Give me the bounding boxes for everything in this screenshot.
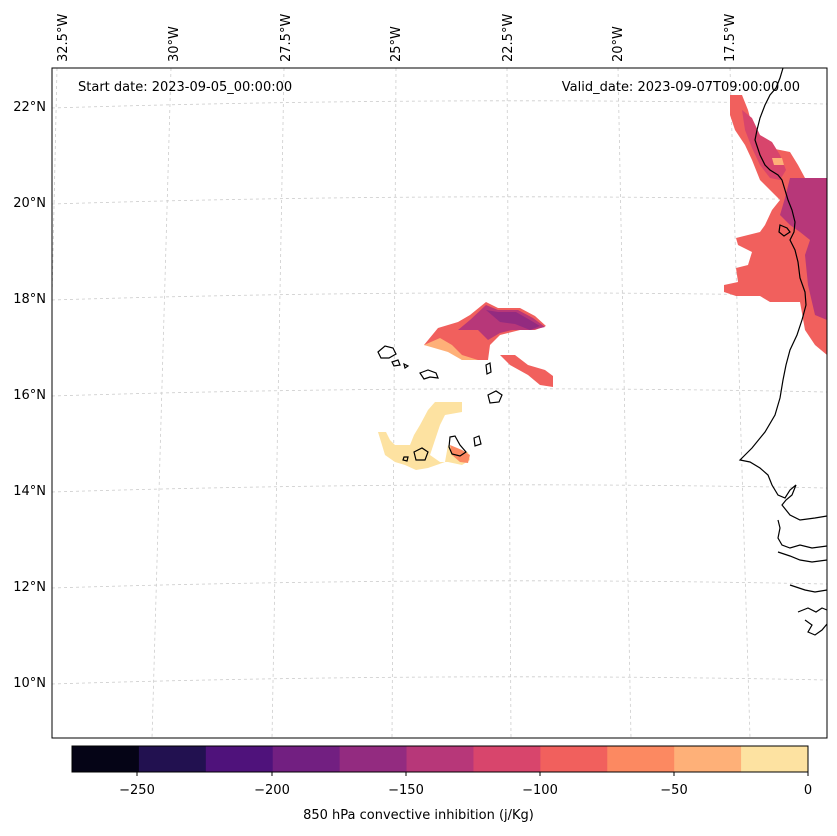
- contour-region-peach: [772, 158, 784, 165]
- colorbar-swatch: [205, 746, 274, 772]
- island-santiago: [448, 435, 467, 457]
- lat-label-12n: 12°N: [13, 580, 46, 595]
- colorbar-swatch: [272, 746, 341, 772]
- colorbar-swatch: [72, 746, 140, 772]
- parallel-10n: [51, 676, 828, 685]
- colorbar-swatch: [674, 746, 742, 772]
- colorbar-label: 850 hPa convective inhibition (j/Kg): [303, 808, 534, 823]
- parallel-16n: [51, 388, 828, 397]
- valid-date-label: Valid_date: 2023-09-07T09:00:00.00: [562, 80, 800, 95]
- graticule: [51, 67, 828, 739]
- colorbar-swatch: [138, 746, 207, 772]
- parallel-12n: [51, 580, 828, 589]
- island-maio: [473, 435, 482, 447]
- colorbar-swatch: [339, 746, 408, 772]
- meridian-27-5w: [271, 67, 285, 739]
- lon-label-17-5w: 17.5°W: [723, 14, 738, 62]
- colorbar-tick-50: −50: [660, 783, 687, 798]
- contour-region-orange: [724, 95, 827, 355]
- island-boa-vista: [487, 390, 503, 404]
- african-coastline: [738, 67, 828, 521]
- parallel-14n: [51, 484, 828, 493]
- island-fogo: [413, 447, 429, 461]
- lat-label-20n: 20°N: [13, 196, 46, 211]
- meridian-20w: [617, 67, 632, 739]
- colorbar-tick-0: 0: [804, 783, 812, 798]
- start-date-label: Start date: 2023-09-05_00:00:00: [78, 80, 292, 95]
- colorbar-swatch: [540, 746, 608, 772]
- colorbar-swatch: [607, 746, 675, 772]
- colorbar-tick-100: −100: [522, 783, 558, 798]
- island-sao-vicente: [391, 359, 401, 367]
- colorbar-swatch: [741, 746, 809, 772]
- map-panel: [51, 67, 828, 739]
- meridian-17-5w: [729, 67, 751, 739]
- colorbar-swatch: [473, 746, 541, 772]
- contour-region-tail: [500, 355, 553, 387]
- longitude-labels: 32.5°W 30°W 27.5°W 25°W 22.5°W 20°W 17.5…: [56, 14, 738, 62]
- contour-region-peach-north: [424, 338, 486, 360]
- coastline-detail-2: [777, 551, 828, 563]
- contour-region-cream-south: [378, 402, 470, 470]
- coastline-detail-4: [797, 607, 828, 613]
- colorbar-tick-200: −200: [254, 783, 290, 798]
- parallel-22n: [51, 100, 828, 109]
- contour-region-mid-north: [458, 305, 545, 340]
- coastline-detail-1: [777, 519, 828, 549]
- latitude-labels: 22°N 20°N 18°N 16°N 14°N 12°N 10°N: [13, 100, 46, 691]
- meridian-32-5w: [51, 67, 58, 301]
- coastlines: [377, 67, 828, 636]
- meridian-25w: [391, 67, 397, 739]
- lat-label-14n: 14°N: [13, 484, 46, 499]
- meridian-30w: [151, 67, 172, 739]
- lat-label-16n: 16°N: [13, 388, 46, 403]
- lon-label-25w: 25°W: [389, 26, 404, 62]
- contour-region-low-north: [486, 310, 540, 330]
- island-sal: [485, 362, 492, 375]
- lat-label-10n: 10°N: [13, 676, 46, 691]
- lon-label-22-5w: 22.5°W: [501, 14, 516, 62]
- map-frame: [51, 67, 828, 739]
- coastline-detail-5: [804, 619, 828, 636]
- contour-region-purple: [780, 178, 827, 320]
- lat-label-22n: 22°N: [13, 100, 46, 115]
- parallel-20n: [51, 196, 828, 205]
- colorbar-ticks: −250 −200 −150 −100 −50 0: [119, 783, 812, 798]
- lon-label-20w: 20°W: [611, 26, 626, 62]
- colorbar-border: [71, 745, 809, 773]
- colorbar: [71, 745, 809, 776]
- colorbar-tick-150: −150: [388, 783, 424, 798]
- lat-label-18n: 18°N: [13, 292, 46, 307]
- contour-region-orange-south: [450, 445, 470, 463]
- island-santa-luzia: [403, 362, 410, 369]
- coastline-detail-3: [789, 584, 828, 593]
- coastline-detail-6: [778, 224, 791, 237]
- lon-label-30w: 30°W: [167, 26, 182, 62]
- cin-field: [378, 95, 827, 470]
- parallel-18n: [51, 292, 828, 301]
- lon-label-27-5w: 27.5°W: [279, 14, 294, 62]
- colorbar-swatch: [406, 746, 474, 772]
- colorbar-tick-250: −250: [119, 783, 155, 798]
- island-sao-nicolau: [419, 369, 439, 380]
- meridian-22-5w: [506, 67, 512, 739]
- island-santo-antao: [377, 345, 397, 359]
- lon-label-32-5w: 32.5°W: [56, 14, 71, 62]
- island-brava: [402, 456, 409, 462]
